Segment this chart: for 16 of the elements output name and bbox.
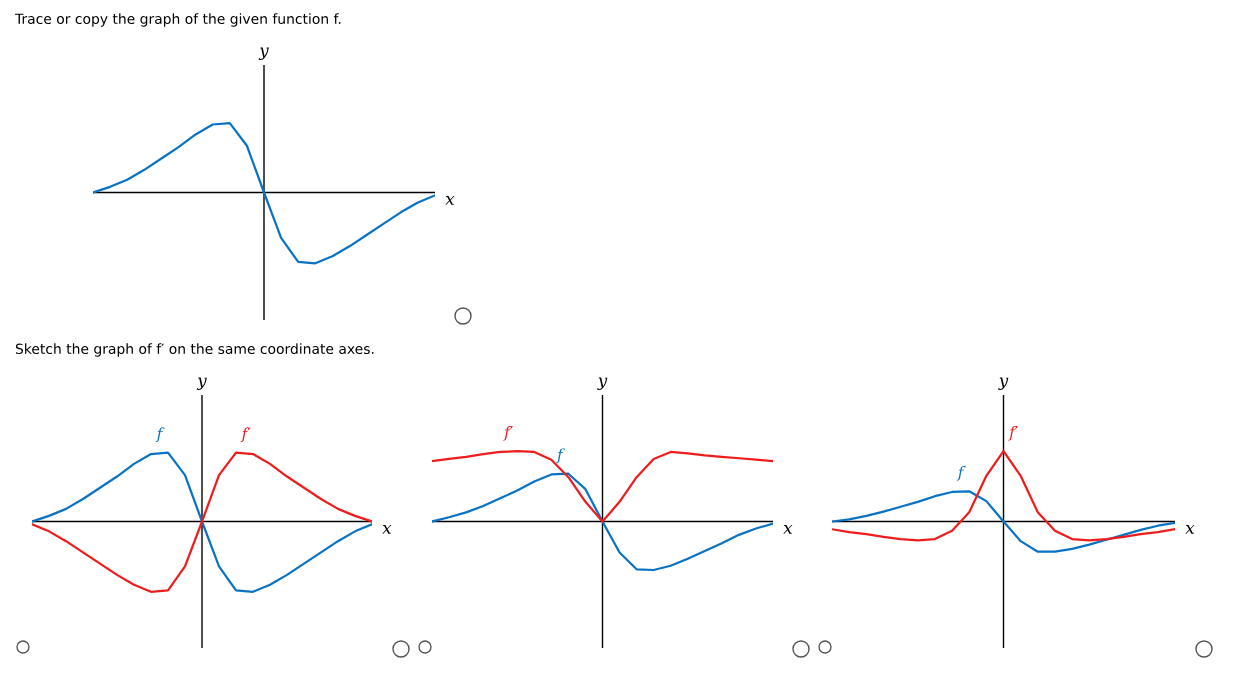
x-axis-title: x — [382, 525, 392, 534]
x-axis-title: x — [783, 525, 793, 534]
chart-title: Sketch the graph of f′ on the same coordinate axes. — [15, 343, 374, 357]
x-axis-title: x — [1185, 525, 1195, 534]
series-label: f′ — [1008, 425, 1019, 441]
series-label: f — [956, 465, 966, 481]
series-label: f — [556, 448, 565, 464]
series-label: f′ — [503, 425, 514, 441]
series-label: f′ — [240, 427, 251, 443]
x-axis-title: x — [445, 196, 455, 205]
series-label: f — [155, 427, 165, 443]
chart-title: Trace or copy the graph of the given function f. — [14, 13, 341, 27]
y-axis-title: y — [196, 377, 207, 390]
y-axis-title: y — [597, 377, 608, 390]
y-axis-title: y — [998, 377, 1009, 390]
y-axis-title: y — [258, 47, 269, 60]
